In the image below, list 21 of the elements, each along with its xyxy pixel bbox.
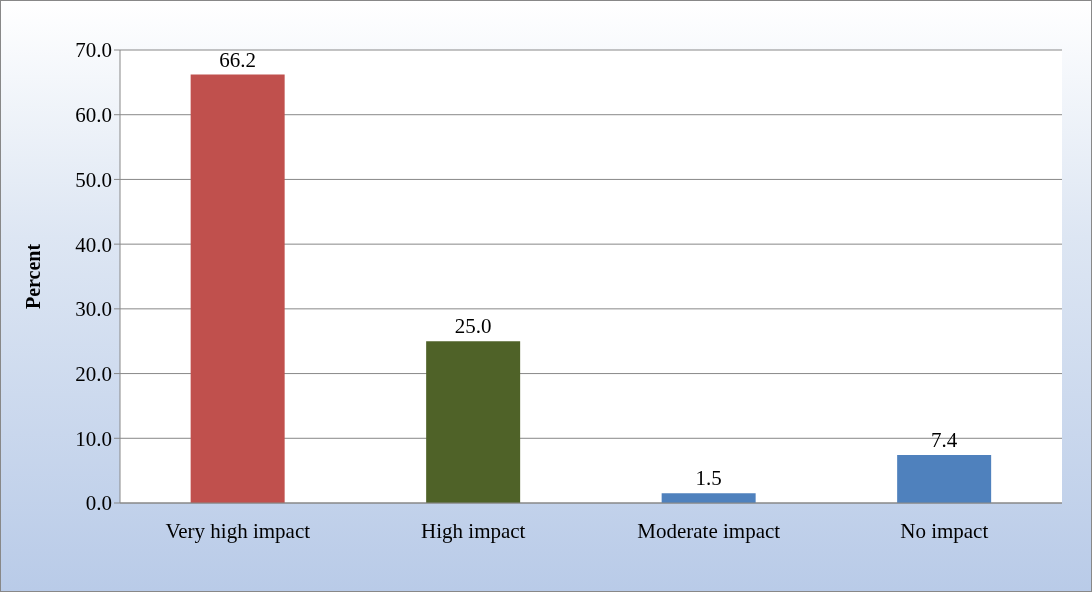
y-tick-label: 30.0 [75, 297, 112, 322]
x-tick-label: Moderate impact [637, 518, 781, 543]
y-tick-label: 0.0 [85, 491, 112, 516]
bar [661, 493, 756, 503]
y-tick-label: 10.0 [75, 426, 112, 451]
y-tick-label: 40.0 [75, 232, 112, 257]
y-tick-label: 60.0 [75, 103, 112, 128]
data-label: 66.2 [219, 47, 257, 72]
x-tick-label: No impact [900, 518, 989, 543]
data-label: 1.5 [695, 466, 722, 491]
bar [897, 455, 992, 503]
x-tick-label: Very high impact [165, 518, 311, 543]
y-tick-label: 20.0 [75, 362, 112, 387]
y-tick-label: 70.0 [75, 38, 112, 63]
bar [426, 341, 521, 503]
x-tick-label: High impact [421, 518, 526, 543]
y-tick-label: 50.0 [75, 167, 112, 192]
y-axis-title: Percent [22, 243, 45, 310]
data-label: 25.0 [454, 314, 492, 339]
bar [190, 74, 285, 503]
data-label: 7.4 [931, 428, 958, 453]
